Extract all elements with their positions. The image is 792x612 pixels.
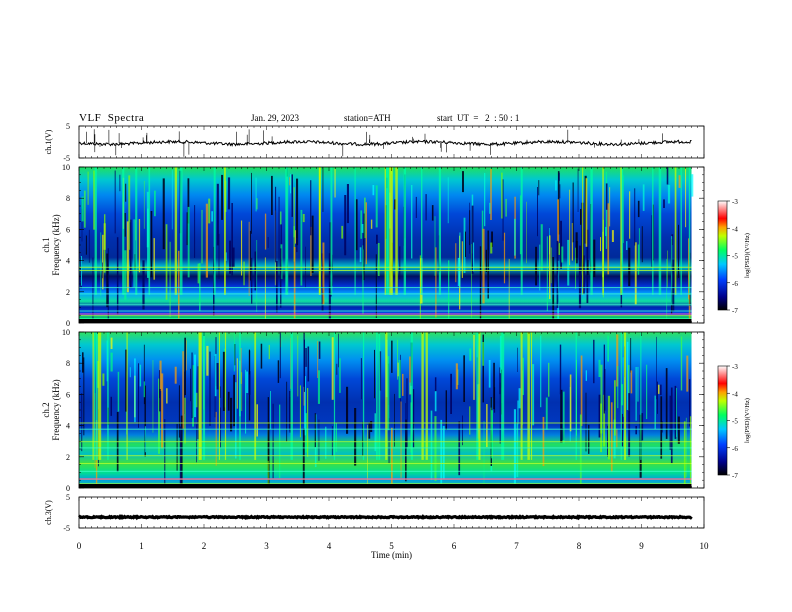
date-label: Jan. 29, 2023 bbox=[251, 113, 299, 123]
y-tick-label: 0 bbox=[66, 319, 70, 328]
x-tick-label: 1 bbox=[139, 541, 144, 551]
spectrogram-narrowband-lines bbox=[79, 266, 692, 320]
y-tick-label: 4 bbox=[66, 257, 70, 266]
colorbar-gradient bbox=[717, 200, 728, 311]
voltage-trace bbox=[78, 139, 692, 147]
x-tick-label: 2 bbox=[202, 541, 207, 551]
panel-frame bbox=[78, 496, 705, 529]
y-tick-label: 8 bbox=[66, 359, 70, 368]
colorbar-label: log(PSD)(V²/Hz) bbox=[744, 398, 751, 443]
x-tick-label: 10 bbox=[700, 541, 710, 551]
colorbar-ch2-spectrogram: -3 -4 -5 -6 -7 log(PSD)(V²/Hz) bbox=[717, 363, 751, 480]
spectrogram-magenta-line bbox=[79, 313, 692, 315]
y-tick-label: 10 bbox=[62, 163, 70, 172]
channel-label: ch.2 bbox=[41, 402, 51, 417]
colorbar-tick-label: -4 bbox=[732, 225, 738, 233]
spectrogram-magenta-line bbox=[79, 478, 692, 480]
colorbar-gradient bbox=[717, 365, 728, 476]
panel-ch2-spectrogram: -3 -4 -5 -6 -7 log(PSD)(V²/Hz) 0 2 4 6 8 10 ch.2 Freq… bbox=[41, 328, 751, 493]
colorbar-tick-label: -4 bbox=[732, 390, 738, 398]
y-tick-label: 2 bbox=[66, 453, 70, 462]
colorbar-tick-label: -3 bbox=[732, 198, 738, 206]
start-time-label: start UT = 2 : 50 : 1 bbox=[437, 113, 520, 123]
x-tick-label: 5 bbox=[389, 541, 394, 551]
y-axis-label: Frequency (kHz) bbox=[51, 379, 61, 440]
y-axis-label: ch.1(V) bbox=[44, 129, 53, 154]
panel-x-ticks bbox=[78, 167, 705, 323]
colorbar-tick-label: -3 bbox=[732, 363, 738, 371]
x-tick-label: 8 bbox=[577, 541, 582, 551]
y-tick-label: 5 bbox=[66, 122, 70, 131]
panel-ch3-voltage: 5 -5 ch.3(V) bbox=[44, 493, 705, 533]
colorbar-tick-label: -5 bbox=[732, 253, 738, 261]
colorbar-tick-label: -7 bbox=[732, 307, 738, 315]
y-tick-label: 10 bbox=[62, 328, 70, 337]
colorbar-ch1-spectrogram: -3 -4 -5 -6 -7 log(PSD)(V²/Hz) bbox=[717, 198, 751, 315]
x-tick-label: 6 bbox=[452, 541, 457, 551]
x-tick-label: 3 bbox=[264, 541, 269, 551]
spectrogram-streaks bbox=[81, 332, 692, 488]
y-axis-label: Frequency (kHz) bbox=[51, 214, 61, 275]
x-tick-label: 7 bbox=[514, 541, 519, 551]
spectrogram-streaks bbox=[80, 167, 694, 323]
y-tick-label: 6 bbox=[66, 225, 70, 234]
y-tick-label: 0 bbox=[66, 484, 70, 493]
panel-x-ticks bbox=[78, 126, 705, 158]
x-tick-label: 0 bbox=[77, 541, 82, 551]
y-tick-label: -5 bbox=[63, 524, 70, 533]
colorbar-tick-label: -5 bbox=[732, 418, 738, 426]
panel-x-ticks bbox=[78, 332, 705, 488]
y-tick-label: 2 bbox=[66, 288, 70, 297]
y-tick-label: 8 bbox=[66, 194, 70, 203]
x-axis: 0 1 2 3 4 5 6 7 8 9 10 Time (min) bbox=[77, 541, 709, 560]
y-tick-label: -5 bbox=[63, 154, 70, 163]
x-axis-label: Time (min) bbox=[371, 550, 412, 560]
panel-x-ticks bbox=[78, 497, 705, 528]
y-tick-label: 4 bbox=[66, 422, 70, 431]
voltage-spikes bbox=[86, 129, 663, 157]
panel-ch1-voltage: 5 -5 ch.1(V) bbox=[44, 122, 705, 163]
chart-title: VLF Spectra bbox=[79, 112, 145, 124]
y-axis-label: ch.3(V) bbox=[44, 500, 53, 525]
y-tick-label: 5 bbox=[66, 493, 70, 502]
channel-label: ch.1 bbox=[41, 237, 51, 252]
y-tick-label: 6 bbox=[66, 390, 70, 399]
colorbar-tick-label: -6 bbox=[732, 445, 738, 453]
x-tick-label: 9 bbox=[639, 541, 644, 551]
panel-ch1-spectrogram: -3 -4 -5 -6 -7 log(PSD)(V²/Hz) 0 2 4 6 8 10 ch.1 Freq… bbox=[41, 163, 751, 328]
x-tick-label: 4 bbox=[327, 541, 332, 551]
colorbar-label: log(PSD)(V²/Hz) bbox=[744, 233, 751, 278]
colorbar-tick-label: -6 bbox=[732, 280, 738, 288]
station-label: station=ATH bbox=[344, 113, 391, 123]
voltage-trace bbox=[78, 514, 693, 521]
colorbar-tick-label: -7 bbox=[732, 472, 738, 480]
